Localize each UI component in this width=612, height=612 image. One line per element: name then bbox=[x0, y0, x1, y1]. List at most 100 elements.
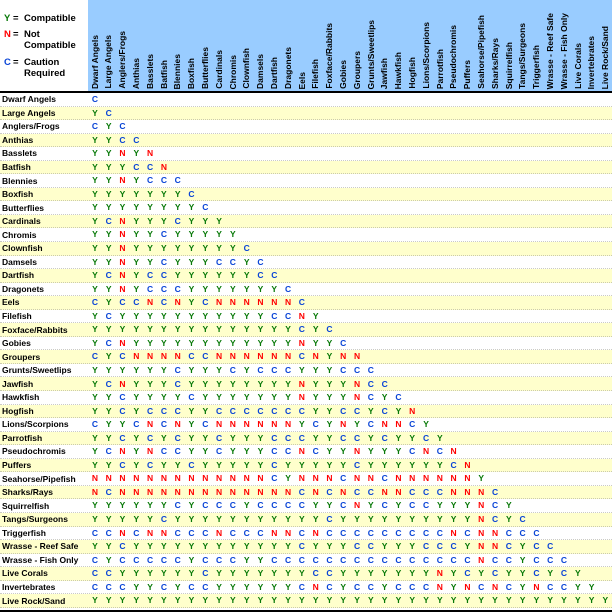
compat-cell bbox=[350, 283, 364, 296]
compat-cell bbox=[474, 405, 488, 418]
compat-cell: N bbox=[160, 161, 167, 172]
compat-cell: C bbox=[505, 541, 512, 552]
compat-cell: N bbox=[216, 527, 223, 538]
compat-cell bbox=[405, 228, 419, 241]
compat-cell: Y bbox=[257, 554, 264, 565]
compat-cell bbox=[461, 337, 475, 350]
row-label: Foxface/Rabbits bbox=[2, 324, 68, 335]
compat-cell: C bbox=[519, 527, 526, 538]
compat-cell: Y bbox=[381, 513, 388, 524]
compat-cell: Y bbox=[243, 392, 250, 403]
compat-cell bbox=[240, 174, 254, 187]
compat-cell bbox=[530, 350, 544, 363]
compat-cell bbox=[516, 147, 530, 160]
column-header-label: Blennies bbox=[172, 53, 183, 89]
compat-cell bbox=[585, 323, 599, 336]
compat-cell bbox=[419, 188, 433, 201]
compat-cell: C bbox=[202, 554, 209, 565]
compat-cell: C bbox=[271, 459, 278, 470]
compat-cell bbox=[419, 256, 433, 269]
compat-cell bbox=[295, 107, 309, 120]
compat-cell: C bbox=[174, 432, 181, 443]
compat-cell: N bbox=[174, 297, 181, 308]
compat-cell: Y bbox=[92, 202, 98, 213]
compat-cell: C bbox=[284, 432, 292, 443]
compat-cell bbox=[309, 174, 323, 187]
compat-cell: C bbox=[340, 337, 347, 348]
compat-cell bbox=[378, 256, 392, 269]
compat-cell bbox=[543, 486, 557, 499]
compat-cell bbox=[157, 93, 171, 106]
row-label: Filefish bbox=[2, 311, 32, 322]
compat-cell bbox=[585, 188, 599, 201]
column-header-label: Jawfish bbox=[379, 57, 390, 89]
compat-cell: C bbox=[381, 527, 388, 538]
compat-cell bbox=[557, 242, 571, 255]
compat-cell: Y bbox=[161, 500, 167, 511]
compat-cell: Y bbox=[147, 392, 153, 403]
compat-cell bbox=[502, 432, 516, 445]
compat-cell: Y bbox=[243, 446, 250, 457]
column-header: Cardinals bbox=[212, 0, 226, 91]
compat-cell bbox=[585, 513, 599, 526]
compat-cell: Y bbox=[326, 419, 333, 430]
compat-cell bbox=[571, 486, 585, 499]
compat-cell bbox=[571, 296, 585, 309]
compat-cell: C bbox=[478, 581, 485, 592]
compat-cell bbox=[447, 215, 461, 228]
compat-cell: Y bbox=[105, 595, 112, 606]
compat-cell: C bbox=[229, 500, 236, 511]
compat-cell bbox=[281, 107, 295, 120]
compat-cell: C bbox=[491, 554, 499, 565]
column-header-label: Damsels bbox=[255, 54, 266, 89]
compat-cell bbox=[281, 242, 295, 255]
compat-cell: Y bbox=[133, 310, 140, 321]
compat-cell: Y bbox=[119, 310, 126, 321]
compat-cell bbox=[198, 174, 212, 187]
compat-cell bbox=[571, 161, 585, 174]
compat-cell: Y bbox=[174, 568, 181, 579]
compat-cell: N bbox=[216, 419, 223, 430]
compat-cell bbox=[254, 120, 268, 133]
compat-cell: Y bbox=[188, 446, 195, 457]
compat-cell bbox=[585, 215, 599, 228]
compat-cell: N bbox=[353, 392, 361, 403]
compat-cell: C bbox=[547, 541, 554, 552]
compat-cell bbox=[585, 554, 599, 567]
compat-cell bbox=[488, 445, 502, 458]
compat-cell: N bbox=[119, 175, 126, 186]
compat-cell: C bbox=[298, 324, 305, 335]
compat-cell: Y bbox=[174, 513, 181, 524]
compat-cell: Y bbox=[478, 568, 485, 579]
compat-cell: C bbox=[326, 554, 333, 565]
compat-cell bbox=[516, 256, 530, 269]
compat-cell bbox=[405, 93, 419, 106]
compat-cell bbox=[585, 242, 599, 255]
compat-cell: Y bbox=[230, 541, 236, 552]
compat-cell bbox=[226, 120, 240, 133]
compat-cell: C bbox=[105, 378, 112, 389]
compat-cell bbox=[336, 256, 350, 269]
compat-cell: Y bbox=[492, 595, 498, 606]
compat-cell: Y bbox=[257, 513, 264, 524]
compat-cell bbox=[516, 296, 530, 309]
compat-cell bbox=[557, 174, 571, 187]
compat-cell: Y bbox=[285, 378, 291, 389]
compat-cell: Y bbox=[257, 310, 264, 321]
compat-cell: Y bbox=[92, 188, 98, 199]
compat-cell: Y bbox=[243, 432, 250, 443]
compat-cell: C bbox=[519, 513, 526, 524]
compat-cell: Y bbox=[285, 513, 291, 524]
compat-cell bbox=[598, 472, 612, 485]
compat-cell: Y bbox=[574, 595, 581, 606]
compat-cell bbox=[295, 215, 309, 228]
compat-cell: Y bbox=[326, 405, 333, 416]
table-row: Triggerfish C C N C N N C C C N C C C N N C N C C C C C C C C C N C N… bbox=[0, 526, 612, 541]
compat-cell: Y bbox=[450, 500, 457, 511]
compat-cell bbox=[488, 377, 502, 390]
compat-cell bbox=[295, 134, 309, 147]
compat-cell bbox=[157, 147, 171, 160]
compat-cell: Y bbox=[216, 283, 222, 294]
compat-cell bbox=[350, 161, 364, 174]
compat-cell bbox=[323, 283, 337, 296]
